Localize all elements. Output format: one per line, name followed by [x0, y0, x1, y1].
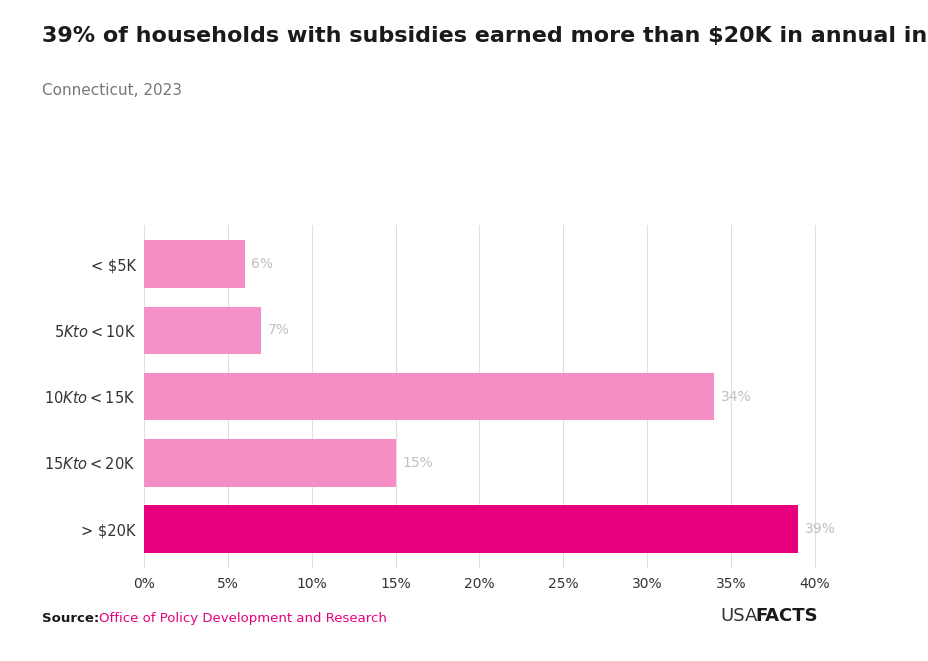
Bar — [144, 241, 244, 288]
Text: Source:: Source: — [42, 611, 99, 625]
Bar — [144, 439, 395, 486]
Text: 15%: 15% — [402, 456, 432, 470]
Text: 39% of households with subsidies earned more than $20K in annual income.: 39% of households with subsidies earned … — [42, 26, 928, 46]
Bar — [144, 307, 261, 354]
Text: 7%: 7% — [268, 323, 290, 337]
Bar — [144, 505, 797, 553]
Text: USA: USA — [719, 607, 756, 625]
Text: 34%: 34% — [720, 389, 751, 404]
Text: 39%: 39% — [804, 522, 834, 536]
Text: FACTS: FACTS — [754, 607, 817, 625]
Bar — [144, 373, 714, 420]
Text: Office of Policy Development and Research: Office of Policy Development and Researc… — [99, 611, 387, 625]
Text: Connecticut, 2023: Connecticut, 2023 — [42, 83, 182, 98]
Text: 6%: 6% — [251, 257, 273, 271]
